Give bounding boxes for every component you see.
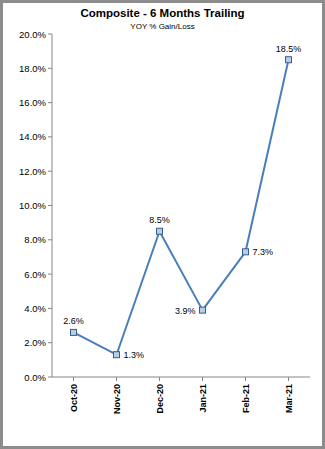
data-label: 1.3% <box>124 350 145 360</box>
y-tick-label: 16.0% <box>19 97 46 108</box>
y-tick <box>48 377 52 378</box>
data-label: 8.5% <box>149 215 170 225</box>
data-label: 7.3% <box>253 247 274 257</box>
x-tick <box>288 377 289 381</box>
x-tick-label: Nov-20 <box>112 384 122 414</box>
y-tick <box>48 308 52 309</box>
x-tick <box>116 377 117 381</box>
y-tick-label: 0.0% <box>24 372 46 383</box>
y-tick <box>48 136 52 137</box>
y-tick-label: 14.0% <box>19 131 46 142</box>
x-tick-label: Mar-21 <box>284 384 294 413</box>
y-tick <box>48 274 52 275</box>
data-marker <box>200 307 206 313</box>
y-tick <box>48 171 52 172</box>
data-marker <box>157 228 163 234</box>
data-marker <box>71 329 77 335</box>
chart-title: Composite - 6 Months Trailing <box>80 7 244 19</box>
x-tick <box>245 377 246 381</box>
y-tick-label: 6.0% <box>24 269 46 280</box>
y-tick-label: 10.0% <box>19 200 46 211</box>
y-tick-label: 18.0% <box>19 63 46 74</box>
x-tick-label: Jan-21 <box>198 384 208 413</box>
data-marker <box>243 249 249 255</box>
data-marker <box>286 57 292 63</box>
chart-container: Composite - 6 Months Trailing YOY % Gain/… <box>0 0 325 449</box>
data-label: 2.6% <box>63 316 84 326</box>
y-tick <box>48 205 52 206</box>
chart-svg: Composite - 6 Months Trailing YOY % Gain/… <box>0 0 325 449</box>
data-line <box>74 60 289 355</box>
y-tick-label: 4.0% <box>24 303 46 314</box>
data-label: 18.5% <box>276 44 302 54</box>
x-tick-label: Feb-21 <box>241 384 251 413</box>
y-tick-label: 2.0% <box>24 337 46 348</box>
y-tick <box>48 34 52 35</box>
chart-frame <box>2 2 324 448</box>
y-tick-label: 8.0% <box>24 234 46 245</box>
y-tick <box>48 68 52 69</box>
x-tick-label: Dec-20 <box>155 384 165 414</box>
y-tick <box>48 342 52 343</box>
y-tick-label: 12.0% <box>19 166 46 177</box>
y-tick-label: 20.0% <box>19 29 46 40</box>
plot-area <box>71 57 292 358</box>
chart-subtitle: YOY % Gain/Loss <box>130 22 194 31</box>
data-label: 3.9% <box>175 306 196 316</box>
x-tick-label: Oct-20 <box>69 384 79 412</box>
x-tick <box>202 377 203 381</box>
y-tick <box>48 102 52 103</box>
x-tick <box>159 377 160 381</box>
x-axis-line <box>52 377 310 378</box>
data-marker <box>114 352 120 358</box>
y-tick <box>48 239 52 240</box>
x-tick <box>73 377 74 381</box>
